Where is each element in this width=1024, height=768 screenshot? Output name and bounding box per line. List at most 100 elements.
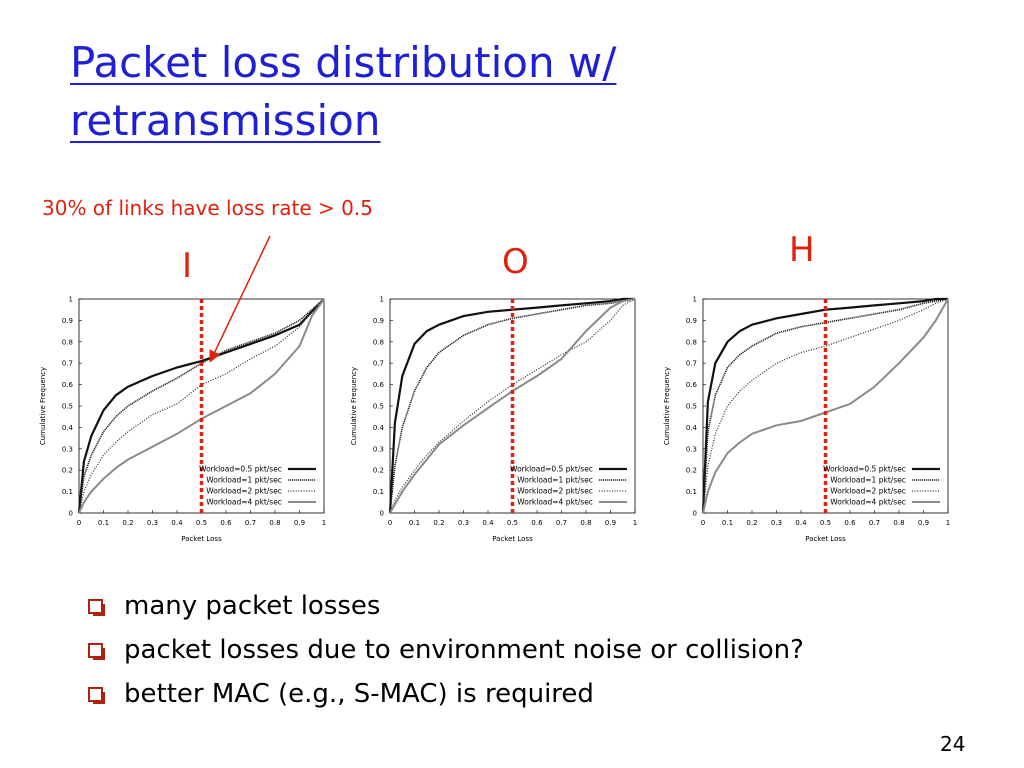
y-tick-label: 0.4 xyxy=(686,424,698,432)
y-tick-label: 0.4 xyxy=(62,424,74,432)
x-axis-label: Packet Loss xyxy=(805,535,846,543)
y-tick-label: 0.7 xyxy=(373,360,384,368)
y-tick-label: 0.3 xyxy=(373,445,384,453)
x-tick-label: 0.1 xyxy=(722,519,733,527)
y-tick-label: 0 xyxy=(380,510,384,518)
y-tick-label: 0.1 xyxy=(62,488,73,496)
y-tick-label: 0.9 xyxy=(62,317,73,325)
x-tick-label: 1 xyxy=(322,519,326,527)
bullet-box-icon xyxy=(88,643,105,660)
legend-label: Workload=1 pkt/sec xyxy=(830,476,906,485)
bullet-item: many packet losses xyxy=(88,586,804,630)
legend-label: Workload=4 pkt/sec xyxy=(517,498,593,507)
panel-label-h: H xyxy=(789,230,815,270)
series-line xyxy=(702,298,949,514)
x-tick-label: 0.7 xyxy=(556,519,567,527)
y-tick-label: 0.2 xyxy=(62,467,73,475)
x-tick-label: 0.6 xyxy=(844,519,856,527)
y-tick-label: 0.5 xyxy=(62,403,73,411)
series-line xyxy=(702,298,949,514)
legend-label: Workload=4 pkt/sec xyxy=(206,498,282,507)
x-tick-label: 0.3 xyxy=(771,519,782,527)
x-tick-label: 0.8 xyxy=(580,519,591,527)
y-tick-label: 1 xyxy=(380,296,384,304)
x-tick-label: 0.7 xyxy=(245,519,256,527)
panel-label-i: I xyxy=(182,246,193,286)
bullet-item: better MAC (e.g., S-MAC) is required xyxy=(88,674,804,718)
x-axis-label: Packet Loss xyxy=(492,535,533,543)
y-tick-label: 0 xyxy=(693,510,697,518)
x-tick-label: 0.6 xyxy=(531,519,543,527)
x-tick-label: 0.9 xyxy=(294,519,305,527)
series-line xyxy=(388,297,635,514)
x-tick-label: 0.4 xyxy=(795,519,807,527)
y-tick-label: 0.7 xyxy=(62,360,73,368)
y-tick-label: 0.4 xyxy=(373,424,385,432)
legend-label: Workload=2 pkt/sec xyxy=(830,487,906,496)
y-tick-label: 0.7 xyxy=(686,360,697,368)
x-tick-label: 0.7 xyxy=(869,519,880,527)
y-tick-label: 0.3 xyxy=(686,445,697,453)
legend-label: Workload=0.5 pkt/sec xyxy=(823,465,906,474)
y-tick-label: 0.6 xyxy=(373,381,385,389)
x-tick-label: 0.9 xyxy=(605,519,616,527)
series-line xyxy=(77,298,325,514)
y-tick-label: 0.6 xyxy=(686,381,698,389)
y-tick-label: 0.6 xyxy=(62,381,74,389)
page-number: 24 xyxy=(940,732,966,756)
x-tick-label: 0 xyxy=(701,519,705,527)
legend-label: Workload=1 pkt/sec xyxy=(206,476,282,485)
x-tick-label: 1 xyxy=(946,519,950,527)
x-tick-label: 0.2 xyxy=(122,519,133,527)
y-tick-label: 0.8 xyxy=(686,338,697,346)
bullet-box-icon xyxy=(88,599,105,616)
y-tick-label: 0.8 xyxy=(62,338,73,346)
x-axis-label: Packet Loss xyxy=(181,535,222,543)
series-line xyxy=(78,298,325,514)
legend-label: Workload=0.5 pkt/sec xyxy=(510,465,593,474)
panel-label-o: O xyxy=(502,242,529,282)
y-tick-label: 0.5 xyxy=(686,403,697,411)
x-tick-label: 0.5 xyxy=(820,519,831,527)
annotation-arrow xyxy=(209,235,271,363)
series-line xyxy=(701,297,948,514)
y-tick-label: 0 xyxy=(69,510,73,518)
x-tick-label: 0.9 xyxy=(918,519,929,527)
y-tick-label: 0.1 xyxy=(373,488,384,496)
x-tick-label: 1 xyxy=(633,519,637,527)
x-tick-label: 0 xyxy=(388,519,392,527)
y-tick-label: 1 xyxy=(693,296,697,304)
y-tick-label: 1 xyxy=(69,296,73,304)
legend-label: Workload=1 pkt/sec xyxy=(517,476,593,485)
y-axis-label: Cumulative Frequency xyxy=(663,367,671,445)
x-tick-label: 0.5 xyxy=(507,519,518,527)
series-line xyxy=(389,298,636,514)
x-tick-label: 0.8 xyxy=(269,519,280,527)
series-line xyxy=(78,298,325,514)
y-tick-label: 0.8 xyxy=(373,338,384,346)
y-tick-label: 0.1 xyxy=(686,488,697,496)
x-tick-label: 0.1 xyxy=(409,519,420,527)
slide-title: Packet loss distribution w/ retransmissi… xyxy=(70,38,617,145)
bullet-box-icon xyxy=(88,687,105,704)
bullet-item: packet losses due to environment noise o… xyxy=(88,630,804,674)
annotation-text: 30% of links have loss rate > 0.5 xyxy=(42,196,373,220)
y-tick-label: 0.3 xyxy=(62,445,73,453)
x-tick-label: 0.6 xyxy=(220,519,232,527)
chart-panel-o: 0 0.1 0.2 0.3 0.4 0.5 0.6 0.7 0.8 0.9 1 0 0.1 0.2 0.3 0… xyxy=(350,296,637,544)
y-axis-label: Cumulative Frequency xyxy=(350,367,358,445)
x-tick-label: 0 xyxy=(77,519,81,527)
x-tick-label: 0.2 xyxy=(433,519,444,527)
bullet-text: better MAC (e.g., S-MAC) is required xyxy=(124,679,594,709)
x-tick-label: 0.3 xyxy=(458,519,469,527)
x-tick-label: 0.4 xyxy=(171,519,183,527)
y-tick-label: 0.9 xyxy=(373,317,384,325)
y-tick-label: 0.9 xyxy=(686,317,697,325)
x-tick-label: 0.3 xyxy=(147,519,158,527)
bullet-text: many packet losses xyxy=(124,591,381,621)
legend-label: Workload=4 pkt/sec xyxy=(830,498,906,507)
x-tick-label: 0.4 xyxy=(482,519,494,527)
x-tick-label: 0.8 xyxy=(893,519,904,527)
series-line xyxy=(78,298,325,514)
